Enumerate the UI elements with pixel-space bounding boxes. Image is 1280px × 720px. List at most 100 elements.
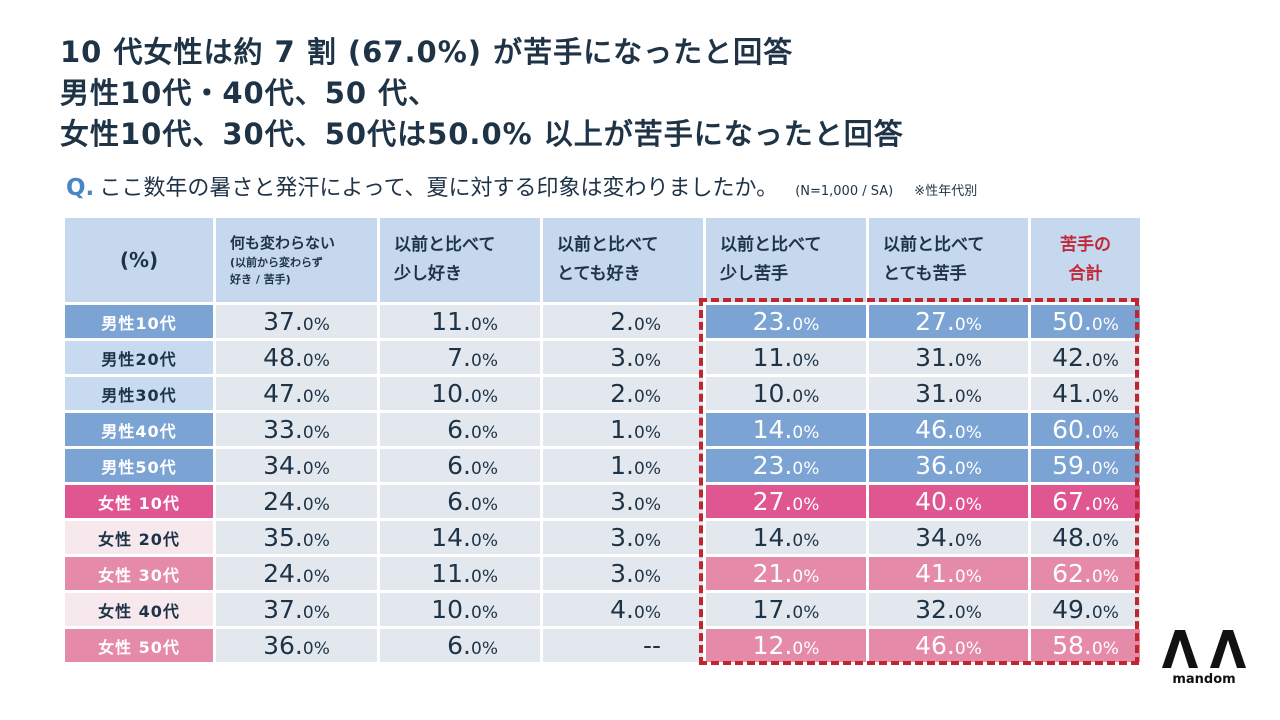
value-integer: 36. [263,631,303,660]
value-decimal: 0% [471,495,498,515]
table-cell-value: 14.0% [706,521,866,554]
value-integer: 6. [447,415,472,444]
value-decimal: 0% [634,459,661,479]
value-integer: 31. [915,379,955,408]
value-decimal: 0% [634,423,661,443]
value-decimal: 0% [954,603,982,623]
value-integer: 41. [1052,379,1092,408]
value-integer: 37. [263,307,303,336]
value-integer: 33. [263,415,303,444]
row-label: 女性 10代 [65,485,213,518]
table-row: 女性 10代 24.0% 6.0% 3.0% 27.0% 40.0% 67.0% [65,485,1140,518]
table-cell-value: 62.0% [1031,557,1140,590]
table-cell-value: 31.0% [869,341,1028,374]
column-header-line: 以前と比べて [557,235,659,255]
table-row: 女性 50代 36.0% 6.0% -- 12.0% 46.0% 58.0% [65,629,1140,662]
value-decimal: 0% [302,315,330,335]
question-text: ここ数年の暑さと発汗によって、夏に対する印象は変わりましたか。 [99,176,779,201]
value-integer: 3. [610,559,635,588]
value-decimal: 0% [634,531,661,551]
table-cell-value: 60.0% [1031,413,1140,446]
value-integer: 34. [263,451,303,480]
column-header-slightly-like: 以前と比べて 少し好き [380,218,540,302]
value-integer: 14. [752,523,793,552]
table-cell-value: 31.0% [869,377,1028,410]
value-decimal: 0% [471,459,498,479]
table-row: 男性20代 48.0% 7.0% 3.0% 11.0% 31.0% 42.0% [65,341,1140,374]
table-row: 女性 20代 35.0% 14.0% 3.0% 14.0% 34.0% 48.0% [65,521,1140,554]
table-cell-value: 1.0% [543,413,703,446]
row-label: 女性 30代 [65,557,213,590]
column-header-line: 少し苦手 [720,264,788,284]
value-decimal: 0% [471,639,498,659]
value-integer: 3. [610,523,635,552]
value-integer: 60. [1052,415,1092,444]
table-cell-value: 27.0% [869,305,1028,338]
table-cell-value: 6.0% [380,485,540,518]
value-integer: -- [642,631,661,660]
table-cell-value: 23.0% [706,305,866,338]
table-cell-value: 32.0% [869,593,1028,626]
table-cell-value: 10.0% [706,377,866,410]
value-decimal: 0% [1091,315,1119,335]
value-integer: 32. [915,595,955,624]
headline-line-2: 男性10代・40代、50 代、 [60,76,439,110]
value-integer: 1. [610,451,635,480]
value-decimal: 0% [302,531,330,551]
value-decimal: 0% [954,315,982,335]
value-integer: 10. [431,379,472,408]
value-decimal: 0% [1091,351,1119,371]
value-decimal: 0% [792,315,820,335]
value-integer: 11. [752,343,793,372]
value-decimal: 0% [634,315,661,335]
value-decimal: 0% [471,315,498,335]
value-decimal: 0% [1091,531,1119,551]
table-cell-value: 67.0% [1031,485,1140,518]
value-decimal: 0% [471,567,498,587]
table-cell-value: 6.0% [380,413,540,446]
column-header-line: 少し好き [394,264,462,284]
column-header-line: 苦手の [1060,235,1111,255]
table-cell-value: 14.0% [706,413,866,446]
table-cell-value: 3.0% [543,485,703,518]
table-header-row: (%) 何も変わらない (以前から変わらず 好き / 苦手) 以前と比べて 少し… [65,218,1140,302]
table-cell-value: 36.0% [216,629,377,662]
value-integer: 48. [1052,523,1092,552]
value-integer: 34. [915,523,955,552]
row-label: 女性 40代 [65,593,213,626]
value-decimal: 0% [471,423,498,443]
value-integer: 35. [263,523,303,552]
table-row: 男性50代 34.0% 6.0% 1.0% 23.0% 36.0% 59.0% [65,449,1140,482]
table-cell-value: 6.0% [380,629,540,662]
table-cell-value: 34.0% [216,449,377,482]
value-integer: 49. [1052,595,1092,624]
table-cell-value: 37.0% [216,593,377,626]
value-decimal: 0% [634,567,661,587]
value-integer: 14. [752,415,793,444]
value-decimal: 0% [792,567,820,587]
value-integer: 62. [1052,559,1092,588]
value-decimal: 0% [471,387,498,407]
row-label: 男性40代 [65,413,213,446]
value-decimal: 0% [1091,603,1119,623]
value-integer: 7. [447,343,472,372]
table-cell-value: 11.0% [380,305,540,338]
column-header-line: とても好き [557,264,641,284]
results-table: (%) 何も変わらない (以前から変わらず 好き / 苦手) 以前と比べて 少し… [62,215,1143,665]
row-label: 女性 50代 [65,629,213,662]
value-decimal: 0% [792,423,820,443]
mandom-logo: mandom [1162,630,1246,687]
table-cell-value: 24.0% [216,485,377,518]
value-integer: 24. [263,559,303,588]
value-decimal: 0% [792,495,820,515]
value-integer: 36. [915,451,955,480]
value-integer: 37. [263,595,303,624]
value-integer: 10. [431,595,472,624]
value-decimal: 0% [471,351,498,371]
value-decimal: 0% [634,603,661,623]
value-decimal: 0% [302,495,330,515]
value-decimal: 0% [302,423,330,443]
value-integer: 12. [752,631,793,660]
value-decimal: 0% [792,603,820,623]
table-cell-value: 11.0% [706,341,866,374]
